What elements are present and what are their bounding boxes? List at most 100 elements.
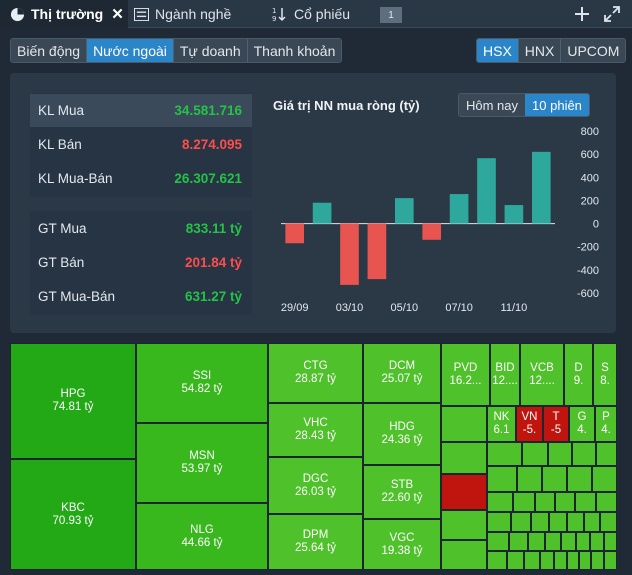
treemap-tile-small[interactable]	[531, 512, 549, 532]
tile-code: SSI	[192, 370, 212, 382]
exchange-hnx-button[interactable]: HNX	[518, 39, 562, 62]
treemap-tile-pvd[interactable]: PVD 16.2...	[441, 343, 490, 406]
treemap-tile-vhc[interactable]: VHC 28.43 tỷ	[268, 403, 363, 457]
treemap-tile-small[interactable]	[596, 442, 617, 466]
exchange-hsx-button[interactable]: HSX	[477, 39, 519, 62]
bar-04/10[interactable]	[367, 223, 387, 280]
treemap-tile-small[interactable]	[567, 466, 592, 492]
treemap-tile-small[interactable]	[513, 492, 535, 512]
close-icon[interactable]: ✕	[111, 6, 124, 23]
view-bien-dong-button[interactable]: Biến động	[11, 39, 88, 62]
treemap-tile-small[interactable]	[509, 532, 528, 551]
tile-code: KBC	[61, 501, 85, 514]
treemap-tile-g[interactable]: G 4.	[569, 406, 595, 442]
tile-code: VHC	[303, 417, 328, 429]
bar-05/10[interactable]	[394, 198, 414, 224]
treemap-tile-small[interactable]	[572, 442, 596, 466]
treemap-tile-dgc[interactable]: DGC 26.03 tỷ	[268, 457, 363, 514]
range-today-button[interactable]: Hôm nay	[459, 94, 526, 116]
treemap-tile-small[interactable]	[441, 406, 487, 442]
treemap-tile-d[interactable]: D 9.	[564, 343, 593, 406]
bar-30/09[interactable]	[312, 202, 332, 224]
tile-value: 26.03 tỷ	[295, 485, 336, 498]
treemap-tile-vcb[interactable]: VCB 12....	[520, 343, 564, 406]
treemap-tile-small[interactable]	[604, 551, 617, 570]
exchange-upcom-button[interactable]: UPCOM	[561, 39, 626, 62]
treemap-tile-small[interactable]	[487, 532, 509, 551]
add-icon[interactable]	[572, 4, 592, 24]
expand-icon[interactable]	[602, 4, 622, 24]
treemap-tile-small[interactable]	[604, 532, 617, 551]
treemap-tile-small[interactable]	[549, 512, 567, 532]
treemap-tile-small[interactable]	[575, 492, 596, 512]
view-tu-doanh-button[interactable]: Tự doanh	[173, 39, 248, 62]
treemap-tile-nlg[interactable]: NLG 44.66 tỷ	[136, 503, 268, 570]
bar-12/10[interactable]	[531, 151, 551, 224]
tile-code: P	[602, 411, 610, 423]
treemap-tile-p[interactable]: P 4.	[595, 406, 617, 442]
treemap-tile-bid[interactable]: BID 12....	[490, 343, 520, 406]
tab-nganh-nghe[interactable]: Ngành nghề	[134, 0, 231, 28]
kl-mua-value: 34.581.716	[174, 103, 242, 118]
bar-06/10[interactable]	[422, 223, 442, 240]
treemap-tile-small[interactable]	[441, 540, 487, 570]
treemap-tile-small[interactable]	[507, 551, 524, 570]
treemap-tile-dcm[interactable]: DCM 25.07 tỷ	[363, 343, 441, 403]
treemap-tile-dpm[interactable]: DPM 25.64 tỷ	[268, 514, 363, 570]
treemap-tile-s[interactable]: S 8.	[593, 343, 617, 406]
tab-thi-truong[interactable]: Thị trường ✕	[0, 0, 128, 28]
treemap-tile-small[interactable]	[555, 492, 575, 512]
treemap-tile-small[interactable]	[441, 510, 487, 540]
view-thanh-khoan-button[interactable]: Thanh khoản	[247, 39, 342, 62]
treemap-tile-small[interactable]	[554, 551, 567, 570]
treemap-tile-small[interactable]	[545, 532, 561, 551]
treemap-tile-msn[interactable]: MSN 53.97 tỷ	[136, 423, 268, 503]
treemap-tile-small[interactable]	[561, 532, 576, 551]
treemap-tile-small[interactable]	[584, 512, 600, 532]
bar-03/10[interactable]	[340, 223, 359, 285]
treemap-tile-small[interactable]	[579, 551, 591, 570]
treemap-tile-small[interactable]	[576, 532, 590, 551]
treemap-tile-small[interactable]	[511, 512, 531, 532]
treemap-tile-small[interactable]	[591, 551, 604, 570]
treemap-tile-small[interactable]	[487, 442, 522, 466]
treemap-tile-small[interactable]	[596, 492, 617, 512]
treemap-tile-small[interactable]	[548, 442, 572, 466]
treemap-tile-small[interactable]	[487, 551, 507, 570]
treemap-tile-kbc[interactable]: KBC 70.93 tỷ	[10, 459, 136, 570]
range-10-sessions-button[interactable]: 10 phiên	[525, 94, 589, 116]
treemap-tile-small[interactable]	[517, 466, 542, 492]
treemap-tile-small[interactable]	[522, 442, 548, 466]
bar-10/10[interactable]	[477, 158, 496, 224]
treemap-tile-small[interactable]	[441, 442, 487, 474]
treemap-tile-vn[interactable]: VN -5.	[516, 406, 543, 442]
treemap-tile-small[interactable]	[528, 532, 545, 551]
treemap-tile-hpg[interactable]: HPG 74.81 tỷ	[10, 343, 136, 459]
treemap-tile-stb[interactable]: STB 22.60 tỷ	[363, 465, 441, 519]
treemap-tile-small[interactable]	[590, 532, 604, 551]
treemap-tile-small[interactable]	[600, 512, 617, 532]
bar-11/10[interactable]	[504, 205, 524, 224]
treemap-tile-small[interactable]	[567, 551, 579, 570]
treemap-tile-small[interactable]	[487, 512, 511, 532]
treemap-tile-ctg[interactable]: CTG 28.87 tỷ	[268, 343, 363, 403]
treemap-tile-small[interactable]	[441, 474, 487, 510]
treemap-tile-small[interactable]	[487, 492, 513, 512]
treemap-tile-small[interactable]	[542, 466, 567, 492]
treemap-tile-t[interactable]: T -5	[543, 406, 569, 442]
treemap-tile-nk[interactable]: NK 6.1	[487, 406, 516, 442]
bar-07/10[interactable]	[449, 194, 469, 224]
treemap-tile-vgc[interactable]: VGC 19.38 tỷ	[363, 519, 441, 570]
view-segment-group: Biến động Nước ngoài Tự doanh Thanh khoả…	[10, 38, 343, 63]
view-nuoc-ngoai-button[interactable]: Nước ngoài	[87, 39, 174, 62]
treemap-tile-small[interactable]	[540, 551, 554, 570]
treemap-tile-small[interactable]	[592, 466, 617, 492]
treemap-tile-small[interactable]	[535, 492, 555, 512]
bar-29/09[interactable]	[285, 223, 305, 244]
treemap-tile-hdg[interactable]: HDG 24.36 tỷ	[363, 403, 441, 465]
treemap-tile-ssi[interactable]: SSI 54.82 tỷ	[136, 343, 268, 423]
treemap-tile-small[interactable]	[567, 512, 584, 532]
treemap-tile-small[interactable]	[524, 551, 540, 570]
treemap-tile-small[interactable]	[487, 466, 517, 492]
